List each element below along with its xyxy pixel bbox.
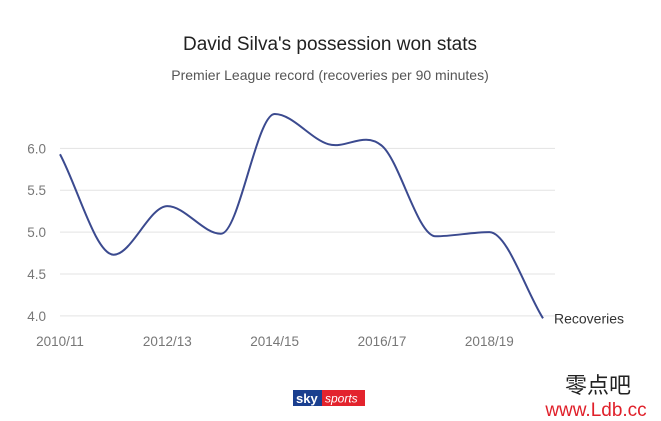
y-axis-ticks: 4.0 4.5 5.0 5.5 6.0 xyxy=(27,141,46,323)
sports-logo-text: sports xyxy=(325,392,358,406)
series-line-recoveries xyxy=(59,113,544,319)
x-tick-label: 2018/19 xyxy=(465,334,514,349)
y-tick-label: 5.5 xyxy=(27,183,46,198)
sky-sports-logo: sky sports xyxy=(293,390,365,406)
grid-lines xyxy=(60,147,555,317)
x-tick-label: 2014/15 xyxy=(250,334,299,349)
y-tick-label: 4.5 xyxy=(27,267,46,282)
y-tick-label: 4.0 xyxy=(27,309,46,324)
x-tick-label: 2016/17 xyxy=(358,334,407,349)
chart-title: David Silva's possession won stats xyxy=(183,34,477,55)
y-tick-label: 5.0 xyxy=(27,225,46,240)
x-axis-ticks: 2010/11 2012/13 2014/15 2016/17 2018/19 xyxy=(36,334,514,349)
sky-logo-text: sky xyxy=(296,391,318,406)
sky-logo-box xyxy=(293,390,322,406)
chart-subtitle: Premier League record (recoveries per 90… xyxy=(171,67,488,83)
x-tick-label: 2012/13 xyxy=(143,334,192,349)
y-tick-label: 6.0 xyxy=(27,141,46,156)
watermark-url: www.Ldb.cc xyxy=(544,400,646,421)
x-tick-label: 2010/11 xyxy=(36,334,84,349)
sports-logo-box xyxy=(322,390,365,406)
watermark-chinese: 零点吧 xyxy=(565,374,631,399)
series-label: Recoveries xyxy=(554,310,624,326)
series-layer: Recoveries xyxy=(59,113,624,326)
